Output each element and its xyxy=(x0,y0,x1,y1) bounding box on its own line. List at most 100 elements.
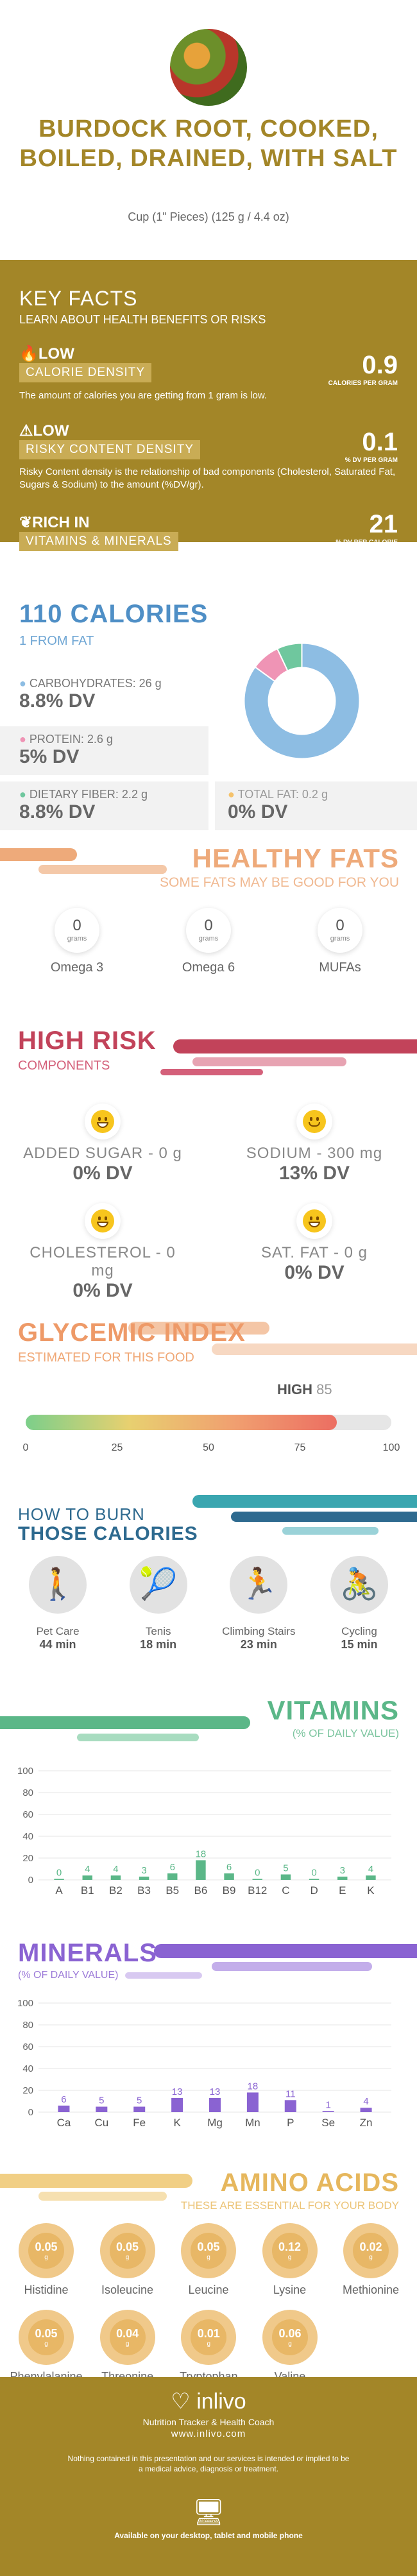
bar-value-label: 18 xyxy=(196,1848,207,1859)
amino-phenylalanine: 0.05 g Phenylalanine xyxy=(8,2310,85,2384)
glycemic-title: GLYCEMIC INDEX xyxy=(18,1318,246,1347)
stripe-decor xyxy=(0,848,77,861)
risk-sodium: SODIUM - 300 mg 13% DV xyxy=(231,1104,398,1184)
food-image xyxy=(170,29,247,106)
flame-icon: 🔥 xyxy=(19,345,38,363)
calories-title: 110 CALORIES xyxy=(19,600,208,628)
stripe-decor xyxy=(192,1495,417,1508)
stripe-decor xyxy=(282,1527,379,1535)
x-tick-label: B2 xyxy=(109,1884,123,1897)
stripe-decor xyxy=(212,1962,372,1971)
bar-value-label: 1 xyxy=(325,2099,330,2110)
donut-slice-fiber xyxy=(276,642,303,672)
bar-value-label: 4 xyxy=(368,1864,373,1875)
amino-lysine: 0.12 g Lysine xyxy=(251,2223,328,2297)
y-tick-label: 80 xyxy=(22,1787,33,1798)
bar xyxy=(82,1875,92,1880)
x-tick-label: Zn xyxy=(360,2117,373,2129)
bar xyxy=(54,1879,64,1880)
key-fact-calorie-density: 🔥LOW CALORIE DENSITY The amount of calor… xyxy=(19,345,398,401)
bar xyxy=(58,2105,70,2112)
macro-carbs: ● CARBOHYDRATES: 26 g 8.8% DV xyxy=(19,677,162,712)
stripe-decor xyxy=(212,1343,417,1355)
bar-value-label: 4 xyxy=(85,1864,90,1875)
amino-valine: 0.06 g Valine xyxy=(251,2310,328,2384)
x-tick-label: Ca xyxy=(57,2117,71,2129)
glycemic-track xyxy=(26,1415,391,1430)
amino-tryptophan: 0.01 g Tryptophan xyxy=(170,2310,247,2384)
amino-histidine: 0.05 g Histidine xyxy=(8,2223,85,2297)
heart-icon: ♡ xyxy=(171,2389,191,2414)
bar xyxy=(246,2092,259,2112)
fat-mufas: 0 grams MUFAs xyxy=(292,908,388,975)
stripe-decor xyxy=(231,1512,417,1522)
brand-tagline: Nutrition Tracker & Health Coach xyxy=(142,2417,275,2427)
stripe-decor xyxy=(0,1716,250,1729)
key-fact-label: VITAMINS & MINERALS xyxy=(19,532,178,551)
donut-slice-carbs xyxy=(243,642,361,760)
minerals-subtitle: (% OF DAILY VALUE) xyxy=(18,1970,119,1981)
bar xyxy=(196,1860,206,1880)
bar-value-label: 6 xyxy=(226,1862,232,1873)
glycemic-value: 85 xyxy=(316,1381,332,1397)
y-tick-label: 60 xyxy=(22,2042,33,2052)
bar xyxy=(309,1879,319,1880)
amino-methionine: 0.02 g Methionine xyxy=(332,2223,409,2297)
bar xyxy=(209,2097,221,2112)
y-tick-label: 60 xyxy=(22,1809,33,1820)
key-fact-unit: % DV PER CALORIE xyxy=(336,539,398,546)
serving-size: Cup (1" Pieces) (125 g / 4.4 oz) xyxy=(128,210,289,223)
bar-value-label: 18 xyxy=(248,2081,259,2092)
grin-face-icon xyxy=(91,1209,114,1233)
disclaimer: Nothing contained in this presentation a… xyxy=(67,2454,350,2473)
bar-value-label: 0 xyxy=(56,1868,62,1879)
x-tick-label: B3 xyxy=(137,1884,151,1897)
healthy-fats-section: HEALTHY FATS SOME FATS MAY BE GOOD FOR Y… xyxy=(0,834,417,994)
amino-threonine: 0.04 g Threonine xyxy=(89,2310,166,2384)
risk-sat-fat: SAT. FAT - 0 g 0% DV xyxy=(231,1203,398,1284)
y-tick-label: 0 xyxy=(28,2107,33,2118)
header: BURDOCK ROOT, COOKED, BOILED, DRAINED, W… xyxy=(0,0,417,257)
x-tick-label: C xyxy=(282,1884,289,1897)
y-tick-label: 20 xyxy=(22,1853,33,1864)
activity-cycling: 🚴 Cycling 15 min xyxy=(314,1556,404,1651)
high-risk-section: HIGH RISK COMPONENTS ADDED SUGAR - 0 g 0… xyxy=(0,994,417,1301)
glycemic-tick: 0 xyxy=(22,1442,29,1453)
burn-title-2: THOSE CALORIES xyxy=(18,1523,198,1544)
amino-subtitle: THESE ARE ESSENTIAL FOR YOUR BODY xyxy=(180,2199,399,2212)
stripe-decor xyxy=(173,1039,417,1053)
key-fact-label: RISKY CONTENT DENSITY xyxy=(19,440,201,459)
amino-leucine: 0.05 g Leucine xyxy=(170,2223,247,2297)
key-fact-desc: The amount of calories you are getting f… xyxy=(19,390,268,401)
leaf-icon: ❦ xyxy=(19,514,33,531)
bar xyxy=(96,2106,108,2112)
x-tick-label: B12 xyxy=(248,1884,267,1897)
minerals-title: MINERALS xyxy=(18,1939,157,1967)
key-fact-desc: Risky Content density is the relationshi… xyxy=(19,466,396,490)
bicycle-icon: 🚴 xyxy=(330,1556,388,1614)
x-tick-label: K xyxy=(173,2117,181,2129)
glycemic-bar xyxy=(26,1415,337,1430)
bar-value-label: 4 xyxy=(363,2096,368,2107)
x-tick-label: Mn xyxy=(245,2117,260,2129)
y-tick-label: 80 xyxy=(22,2020,33,2031)
stripe-decor xyxy=(154,1944,417,1958)
key-fact-unit: CALORIES PER GRAM xyxy=(328,380,398,387)
x-tick-label: Mg xyxy=(207,2117,223,2129)
key-fact-value: 0.9 xyxy=(362,351,398,379)
stripe-decor xyxy=(128,1322,269,1335)
footer: ♡ inlivo Nutrition Tracker & Health Coac… xyxy=(0,2377,417,2576)
available-text: Available on your desktop, tablet and mo… xyxy=(114,2531,303,2540)
bar xyxy=(337,1876,348,1880)
macro-fiber: ● DIETARY FIBER: 2.2 g 8.8% DV xyxy=(0,781,208,830)
key-fact-risky-density: ⚠LOW RISKY CONTENT DENSITY Risky Content… xyxy=(19,422,398,490)
burn-title-1: HOW TO BURN xyxy=(18,1505,145,1524)
bar-value-label: 5 xyxy=(137,2095,142,2106)
page-title: BURDOCK ROOT, COOKED, BOILED, DRAINED, W… xyxy=(19,115,398,172)
glycemic-tick: 100 xyxy=(382,1442,400,1453)
macro-protein: ● PROTEIN: 2.6 g 5% DV xyxy=(0,726,208,775)
bar xyxy=(284,2100,296,2112)
brand-url[interactable]: www.inlivo.com xyxy=(171,2428,246,2439)
vitamins-section: VITAMINS (% OF DAILY VALUE) 0 20 40 60 80 100… xyxy=(0,1681,417,1931)
healthy-fats-subtitle: SOME FATS MAY BE GOOD FOR YOU xyxy=(159,875,399,890)
